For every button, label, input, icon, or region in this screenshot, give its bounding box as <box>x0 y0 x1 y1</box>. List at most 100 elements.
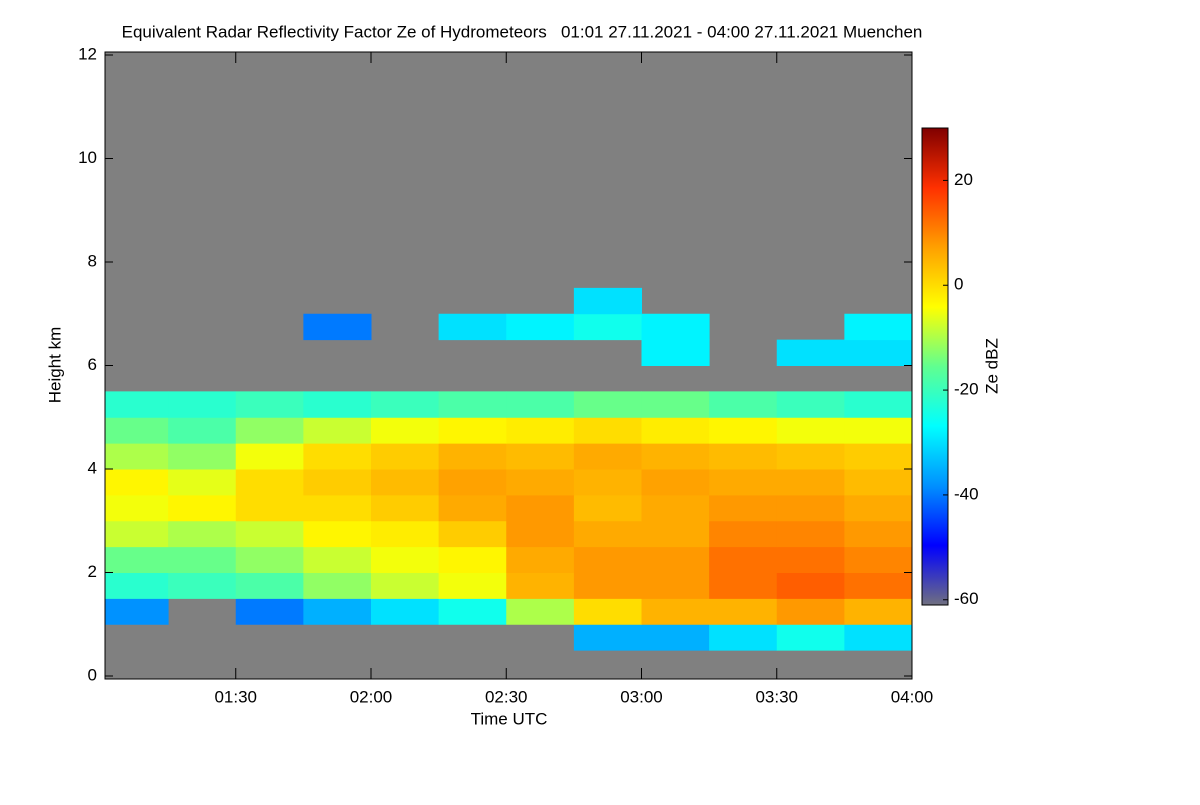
heat-cell <box>438 572 507 599</box>
x-tick-label: 03:30 <box>755 687 798 706</box>
heat-cell <box>506 520 575 548</box>
heat-cell <box>235 520 304 548</box>
heat-cell <box>370 494 440 522</box>
heat-cell <box>105 469 169 496</box>
heat-cell <box>776 598 845 625</box>
heat-cell <box>303 572 372 599</box>
heat-cell <box>506 469 575 496</box>
heat-cell <box>438 494 507 522</box>
heat-cell <box>438 546 507 573</box>
heat-cell <box>776 417 845 444</box>
y-tick-label: 4 <box>88 458 97 477</box>
heat-cell <box>844 469 913 496</box>
heat-cell <box>776 546 845 573</box>
heat-cell <box>709 572 778 599</box>
heat-cell <box>776 391 845 418</box>
heat-cell <box>235 443 304 470</box>
heat-cell <box>641 572 710 599</box>
heat-cell <box>709 417 778 444</box>
heat-cell <box>438 520 507 548</box>
heat-cell <box>168 520 237 548</box>
colorbar <box>921 127 949 606</box>
heat-cell <box>168 417 237 444</box>
heat-cell <box>235 598 304 625</box>
heat-cell <box>573 417 642 444</box>
heat-cell <box>235 391 304 418</box>
heat-cell <box>709 598 778 625</box>
heat-cell <box>303 417 372 444</box>
heat-cell <box>776 339 845 366</box>
heat-cell <box>709 624 778 651</box>
x-tick-label: 03:00 <box>620 687 663 706</box>
heat-cell <box>235 572 304 599</box>
heat-cell <box>573 624 642 651</box>
heat-cell <box>641 624 710 651</box>
heat-cell <box>235 546 304 573</box>
heat-cell <box>506 313 575 341</box>
heat-cell <box>573 494 642 522</box>
heat-cell <box>235 494 304 522</box>
heat-cell <box>641 391 710 418</box>
colorbar-tick-label: -40 <box>954 484 979 503</box>
heat-cell <box>844 624 913 651</box>
heat-cell <box>168 469 237 496</box>
heat-cell <box>438 469 507 496</box>
heat-cell <box>168 572 237 599</box>
heat-cell <box>438 598 507 625</box>
y-tick-label: 10 <box>78 148 97 167</box>
heat-cell <box>506 598 575 625</box>
x-tick-label: 04:00 <box>891 687 934 706</box>
heat-cell <box>844 546 913 573</box>
heat-cell <box>370 546 440 573</box>
heat-cell <box>776 469 845 496</box>
heat-cell <box>105 391 169 418</box>
heat-cell <box>573 520 642 548</box>
colorbar-tick-label: -60 <box>954 589 979 608</box>
heat-cell <box>776 572 845 599</box>
heat-cell <box>303 443 372 470</box>
heat-cell <box>303 494 372 522</box>
heat-cell <box>844 391 913 418</box>
heat-cell <box>776 494 845 522</box>
colorbar-tick-label: 0 <box>954 275 963 294</box>
heat-cell <box>573 546 642 573</box>
heat-cell <box>438 417 507 444</box>
heat-cell <box>506 494 575 522</box>
heat-cell <box>168 443 237 470</box>
heat-cell <box>573 287 642 315</box>
heat-cell <box>641 339 710 366</box>
y-tick-label: 0 <box>88 665 97 684</box>
heat-cell <box>303 313 372 341</box>
heat-cell <box>370 417 440 444</box>
y-tick-label: 2 <box>88 562 97 581</box>
heat-cell <box>709 443 778 470</box>
heat-cell <box>641 417 710 444</box>
heat-cell <box>370 443 440 470</box>
heat-cell <box>641 598 710 625</box>
heat-cell <box>105 572 169 599</box>
heat-cell <box>370 469 440 496</box>
heat-cell <box>168 546 237 573</box>
heat-cell <box>844 494 913 522</box>
heat-cell <box>506 572 575 599</box>
heat-cell <box>105 520 169 548</box>
heat-cell <box>303 546 372 573</box>
y-axis-label: Height km <box>45 327 64 404</box>
heat-cell <box>105 417 169 444</box>
heat-cell <box>105 546 169 573</box>
heat-cell <box>709 391 778 418</box>
heat-cell <box>573 469 642 496</box>
y-tick-label: 12 <box>78 44 97 63</box>
heat-cell <box>641 520 710 548</box>
y-tick-label: 6 <box>88 355 97 374</box>
heat-cell <box>641 443 710 470</box>
heat-cell <box>303 391 372 418</box>
heat-cell <box>506 546 575 573</box>
heat-cell <box>573 443 642 470</box>
heat-cell <box>105 494 169 522</box>
heat-cell <box>641 313 710 341</box>
heat-cell <box>573 572 642 599</box>
heat-cell <box>844 598 913 625</box>
heat-cell <box>709 494 778 522</box>
